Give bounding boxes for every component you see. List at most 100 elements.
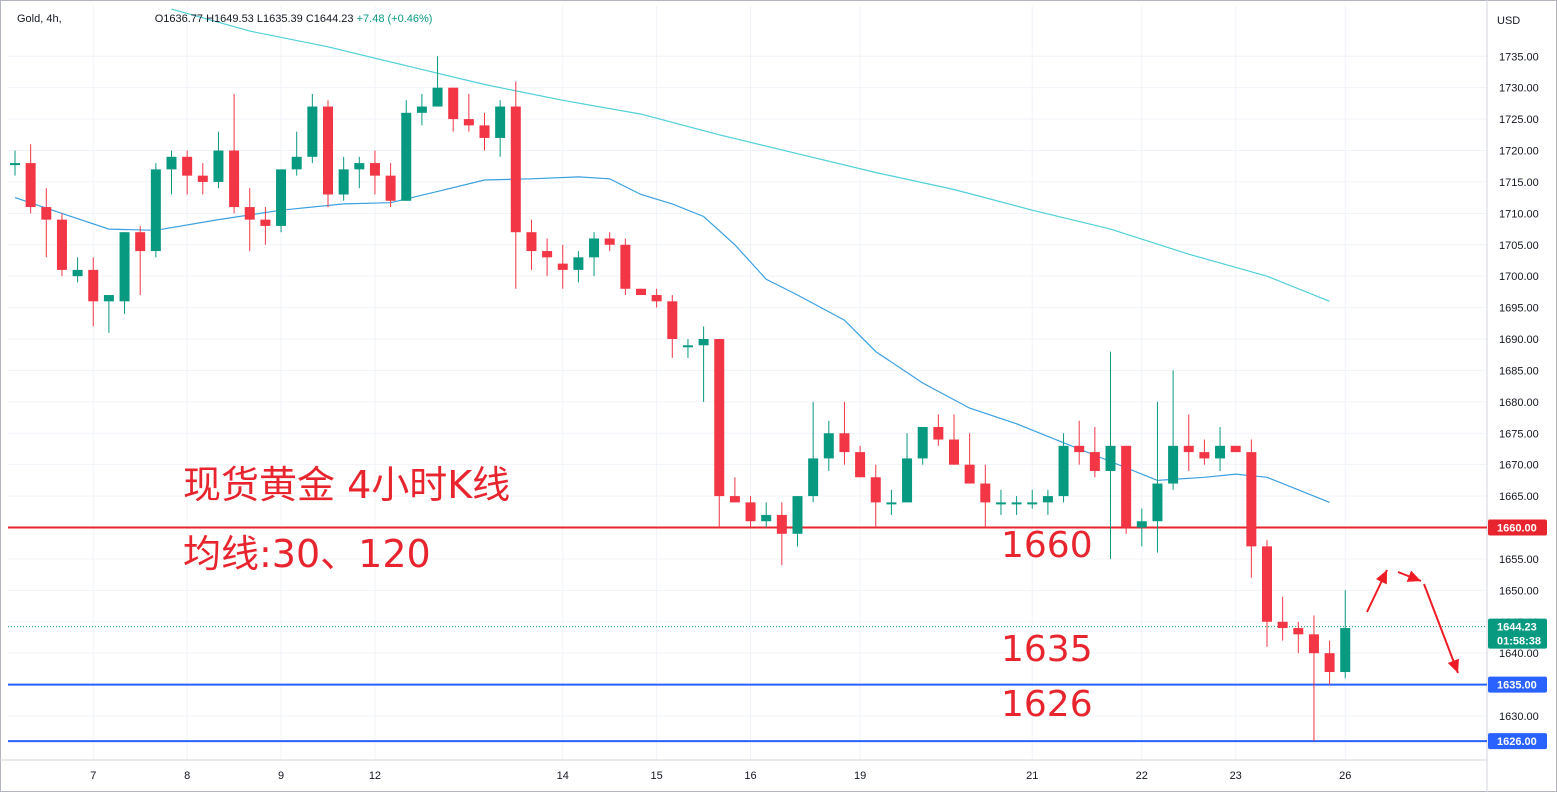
- annotation-1626: 1626: [1001, 684, 1093, 725]
- time-tick-label: 21: [1026, 770, 1038, 782]
- candle-body: [432, 87, 443, 107]
- candle-body: [354, 163, 365, 170]
- price-tick-label: 1665.00: [1499, 491, 1539, 503]
- annotation-title: 现货黄金 4小时K线: [183, 463, 510, 507]
- candle-body: [589, 238, 600, 258]
- candle-body: [636, 288, 646, 296]
- candle-body: [150, 169, 161, 252]
- candle-body: [761, 514, 772, 522]
- chart-header: Gold, 4h, O1636.77 H1649.53 L1635.39 C16…: [17, 13, 432, 25]
- level-price-tag-text: 1660.00: [1497, 523, 1537, 535]
- price-tick-label: 1710.00: [1499, 208, 1539, 220]
- level-price-tag: [1488, 519, 1547, 536]
- candle-body: [823, 433, 834, 459]
- price-tick-label: 1725.00: [1499, 114, 1539, 126]
- candle-body: [72, 269, 83, 277]
- candle-body: [25, 163, 36, 208]
- candle-body: [682, 345, 693, 348]
- candle-body: [557, 263, 568, 270]
- candle-body: [917, 426, 928, 459]
- level-price-tag-text: 1626.00: [1497, 736, 1537, 748]
- time-tick-label: 8: [184, 770, 190, 782]
- price-tick-label: 1670.00: [1499, 460, 1539, 472]
- candle-body: [197, 175, 208, 182]
- candle-body: [495, 106, 506, 138]
- candle-body: [166, 156, 177, 170]
- candle-body: [839, 433, 850, 453]
- symbol-label[interactable]: Gold, 4h,: [17, 13, 62, 25]
- candle-body: [902, 458, 913, 503]
- time-tick-label: 16: [744, 770, 756, 782]
- forecast-arrow-side-head: [1406, 570, 1421, 582]
- current-price-value: 1644.23: [1497, 622, 1537, 634]
- forecast-arrow-down-shaft: [1423, 583, 1459, 674]
- time-tick-label: 12: [369, 770, 381, 782]
- candle-body: [41, 207, 52, 220]
- candle-body: [964, 464, 975, 484]
- time-tick-label: 26: [1339, 770, 1351, 782]
- candle-body: [620, 244, 631, 289]
- time-tick-label: 23: [1230, 770, 1242, 782]
- candle-body: [88, 269, 99, 302]
- candle-body: [1089, 452, 1100, 471]
- candle-body: [604, 238, 615, 245]
- candle-body: [886, 502, 897, 505]
- time-tick-label: 19: [854, 770, 866, 782]
- price-tick-label: 1675.00: [1499, 428, 1539, 440]
- candle-body: [1215, 445, 1226, 459]
- candle-body: [213, 150, 224, 182]
- candle-body: [729, 496, 740, 503]
- candle-body: [1308, 634, 1319, 654]
- candle-body: [1183, 445, 1194, 453]
- candle-body: [1027, 502, 1038, 505]
- candle-body: [338, 169, 349, 195]
- price-tick-label: 1690.00: [1499, 334, 1539, 346]
- price-tick-label: 1700.00: [1499, 271, 1539, 283]
- moving-average-line: [171, 8, 1330, 302]
- candle-body: [448, 87, 459, 120]
- level-price-tag: [1488, 676, 1547, 693]
- bar-countdown: 01:58:38: [1497, 636, 1541, 648]
- candle-body: [10, 163, 20, 166]
- candle-body: [1324, 653, 1335, 673]
- candle-body: [323, 106, 333, 195]
- price-tick-label: 1730.00: [1499, 83, 1539, 95]
- candle-body: [260, 219, 271, 226]
- candle-body: [182, 156, 193, 176]
- candle-body: [1293, 628, 1304, 635]
- candle-body: [510, 106, 521, 233]
- annotation-subtitle: 均线:30、120: [183, 532, 431, 576]
- candle-body: [416, 106, 427, 113]
- candle-body: [776, 514, 787, 534]
- candle-body: [526, 232, 537, 252]
- current-price-tag: [1488, 618, 1547, 649]
- candle-body: [291, 156, 302, 170]
- candle-body: [385, 175, 396, 201]
- candle-body: [1246, 452, 1257, 547]
- annotation-1635: 1635: [1001, 629, 1093, 670]
- candle-body: [651, 295, 662, 302]
- price-tick-label: 1705.00: [1499, 240, 1539, 252]
- candle-body: [698, 339, 709, 346]
- price-tick-label: 1680.00: [1499, 397, 1539, 409]
- candle-body: [1277, 621, 1288, 629]
- candle-body: [745, 502, 756, 522]
- high-value: H1649.53: [206, 13, 254, 25]
- candle-body: [808, 458, 819, 497]
- candle-body: [1136, 521, 1147, 528]
- candle-body: [667, 301, 678, 340]
- time-tick-label: 14: [557, 770, 569, 782]
- forecast-arrow-down-head: [1447, 658, 1459, 673]
- candle-body: [1262, 546, 1272, 622]
- candle-body: [369, 163, 380, 176]
- price-tick-label: 1630.00: [1499, 711, 1539, 723]
- candle-body: [479, 125, 490, 138]
- price-tick-label: 1715.00: [1499, 177, 1539, 189]
- candle-body: [933, 426, 944, 440]
- candle-body: [714, 339, 725, 497]
- candle-body: [1340, 628, 1351, 673]
- candle-body: [307, 106, 318, 157]
- candle-body: [119, 232, 130, 302]
